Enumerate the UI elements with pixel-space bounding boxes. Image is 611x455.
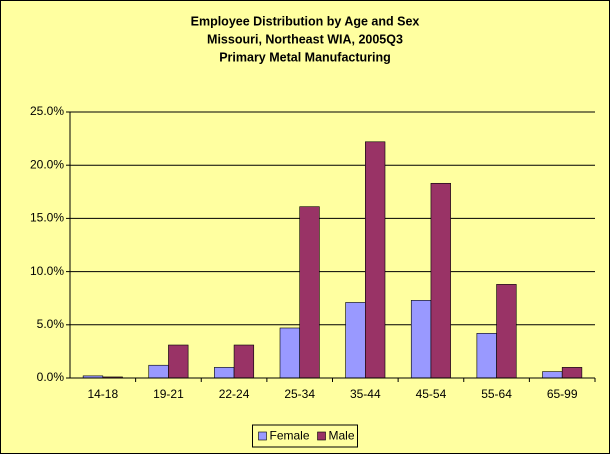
- bar: [279, 327, 300, 379]
- bar: [430, 182, 451, 379]
- bar: [168, 344, 189, 379]
- bar: [345, 302, 366, 379]
- x-tick-label: 14-18: [87, 387, 118, 401]
- y-tick-label: 10.0%: [30, 264, 64, 278]
- x-tick-label: 25-34: [284, 387, 315, 401]
- bar: [476, 333, 497, 379]
- legend-label: Female: [270, 429, 310, 443]
- chart-subtitle: Primary Metal Manufacturing: [219, 50, 391, 64]
- bar: [214, 367, 235, 379]
- chart-subtitle: Missouri, Northeast WIA, 2005Q3: [207, 32, 403, 46]
- x-tick-label: 65-99: [547, 387, 578, 401]
- y-tick-label: 25.0%: [30, 104, 64, 118]
- bar: [148, 364, 169, 379]
- bar: [233, 344, 255, 379]
- bar: [561, 367, 583, 379]
- y-tick-label: 15.0%: [30, 211, 64, 225]
- x-tick-label: 19-21: [153, 387, 184, 401]
- y-tick-label: 0.0%: [37, 370, 65, 384]
- legend-swatch: [317, 431, 326, 441]
- x-tick-label: 55-64: [481, 387, 512, 401]
- x-tick-label: 45-54: [416, 387, 447, 401]
- y-tick-label: 5.0%: [37, 317, 65, 331]
- x-tick-label: 22-24: [219, 387, 250, 401]
- x-tick-label: 35-44: [350, 387, 381, 401]
- bar: [365, 141, 386, 379]
- legend-label: Male: [329, 429, 355, 443]
- legend-box: [252, 424, 358, 448]
- legend-swatch: [258, 431, 267, 441]
- bar: [542, 371, 563, 379]
- bar: [299, 206, 320, 379]
- chart-title: Employee Distribution by Age and Sex: [191, 14, 420, 28]
- y-tick-label: 20.0%: [30, 157, 64, 171]
- bar: [496, 284, 517, 379]
- bar: [410, 300, 432, 379]
